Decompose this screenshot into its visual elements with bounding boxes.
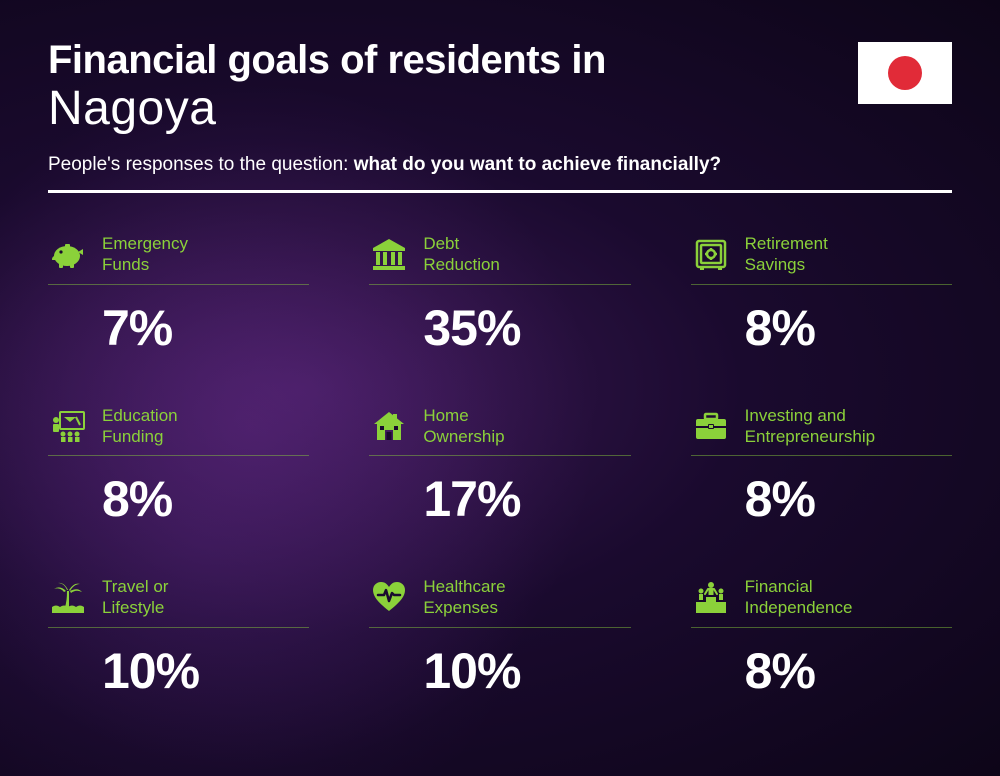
card-top: Investing andEntrepreneurship [691,405,952,457]
goal-card: HealthcareExpenses 10% [369,576,630,700]
goal-percent: 35% [423,299,630,357]
card-top: EmergencyFunds [48,233,309,285]
goal-label: EducationFunding [102,405,178,448]
goal-percent: 10% [423,642,630,700]
goal-label: HomeOwnership [423,405,504,448]
goal-label: EmergencyFunds [102,233,188,276]
heart-pulse-icon [369,577,409,617]
goal-card: DebtReduction 35% [369,233,630,357]
subtitle-lead: People's responses to the question: [48,154,354,175]
card-top: HealthcareExpenses [369,576,630,628]
goal-label: Travel orLifestyle [102,576,168,619]
card-top: RetirementSavings [691,233,952,285]
goal-label: HealthcareExpenses [423,576,505,619]
safe-icon [691,234,731,274]
card-top: FinancialIndependence [691,576,952,628]
goal-label: DebtReduction [423,233,500,276]
goal-label: Investing andEntrepreneurship [745,405,875,448]
goal-card: Investing andEntrepreneurship 8% [691,405,952,529]
goal-percent: 8% [745,642,952,700]
goal-label: RetirementSavings [745,233,828,276]
flag-japan [858,42,952,104]
title-city: Nagoya [48,81,952,136]
goal-percent: 8% [745,470,952,528]
header-divider [48,190,952,193]
title-prefix: Financial goals of residents in [48,38,952,83]
goals-grid: EmergencyFunds 7% DebtReduction 35% Retireme… [48,233,952,700]
card-top: EducationFunding [48,405,309,457]
flag-circle [888,56,922,90]
palm-tree-icon [48,577,88,617]
goal-percent: 17% [423,470,630,528]
card-top: Travel orLifestyle [48,576,309,628]
house-icon [369,406,409,446]
goal-card: HomeOwnership 17% [369,405,630,529]
subtitle-bold: what do you want to achieve financially? [354,154,721,175]
goal-percent: 10% [102,642,309,700]
goal-card: RetirementSavings 8% [691,233,952,357]
goal-label: FinancialIndependence [745,576,853,619]
header: Financial goals of residents in Nagoya P… [48,38,952,193]
card-top: DebtReduction [369,233,630,285]
subtitle: People's responses to the question: what… [48,154,952,176]
goal-percent: 7% [102,299,309,357]
goal-percent: 8% [745,299,952,357]
bank-icon [369,234,409,274]
education-icon [48,406,88,446]
goal-card: FinancialIndependence 8% [691,576,952,700]
briefcase-icon [691,406,731,446]
card-top: HomeOwnership [369,405,630,457]
goal-percent: 8% [102,470,309,528]
piggy-bank-icon [48,234,88,274]
goal-card: EducationFunding 8% [48,405,309,529]
podium-icon [691,577,731,617]
goal-card: Travel orLifestyle 10% [48,576,309,700]
goal-card: EmergencyFunds 7% [48,233,309,357]
